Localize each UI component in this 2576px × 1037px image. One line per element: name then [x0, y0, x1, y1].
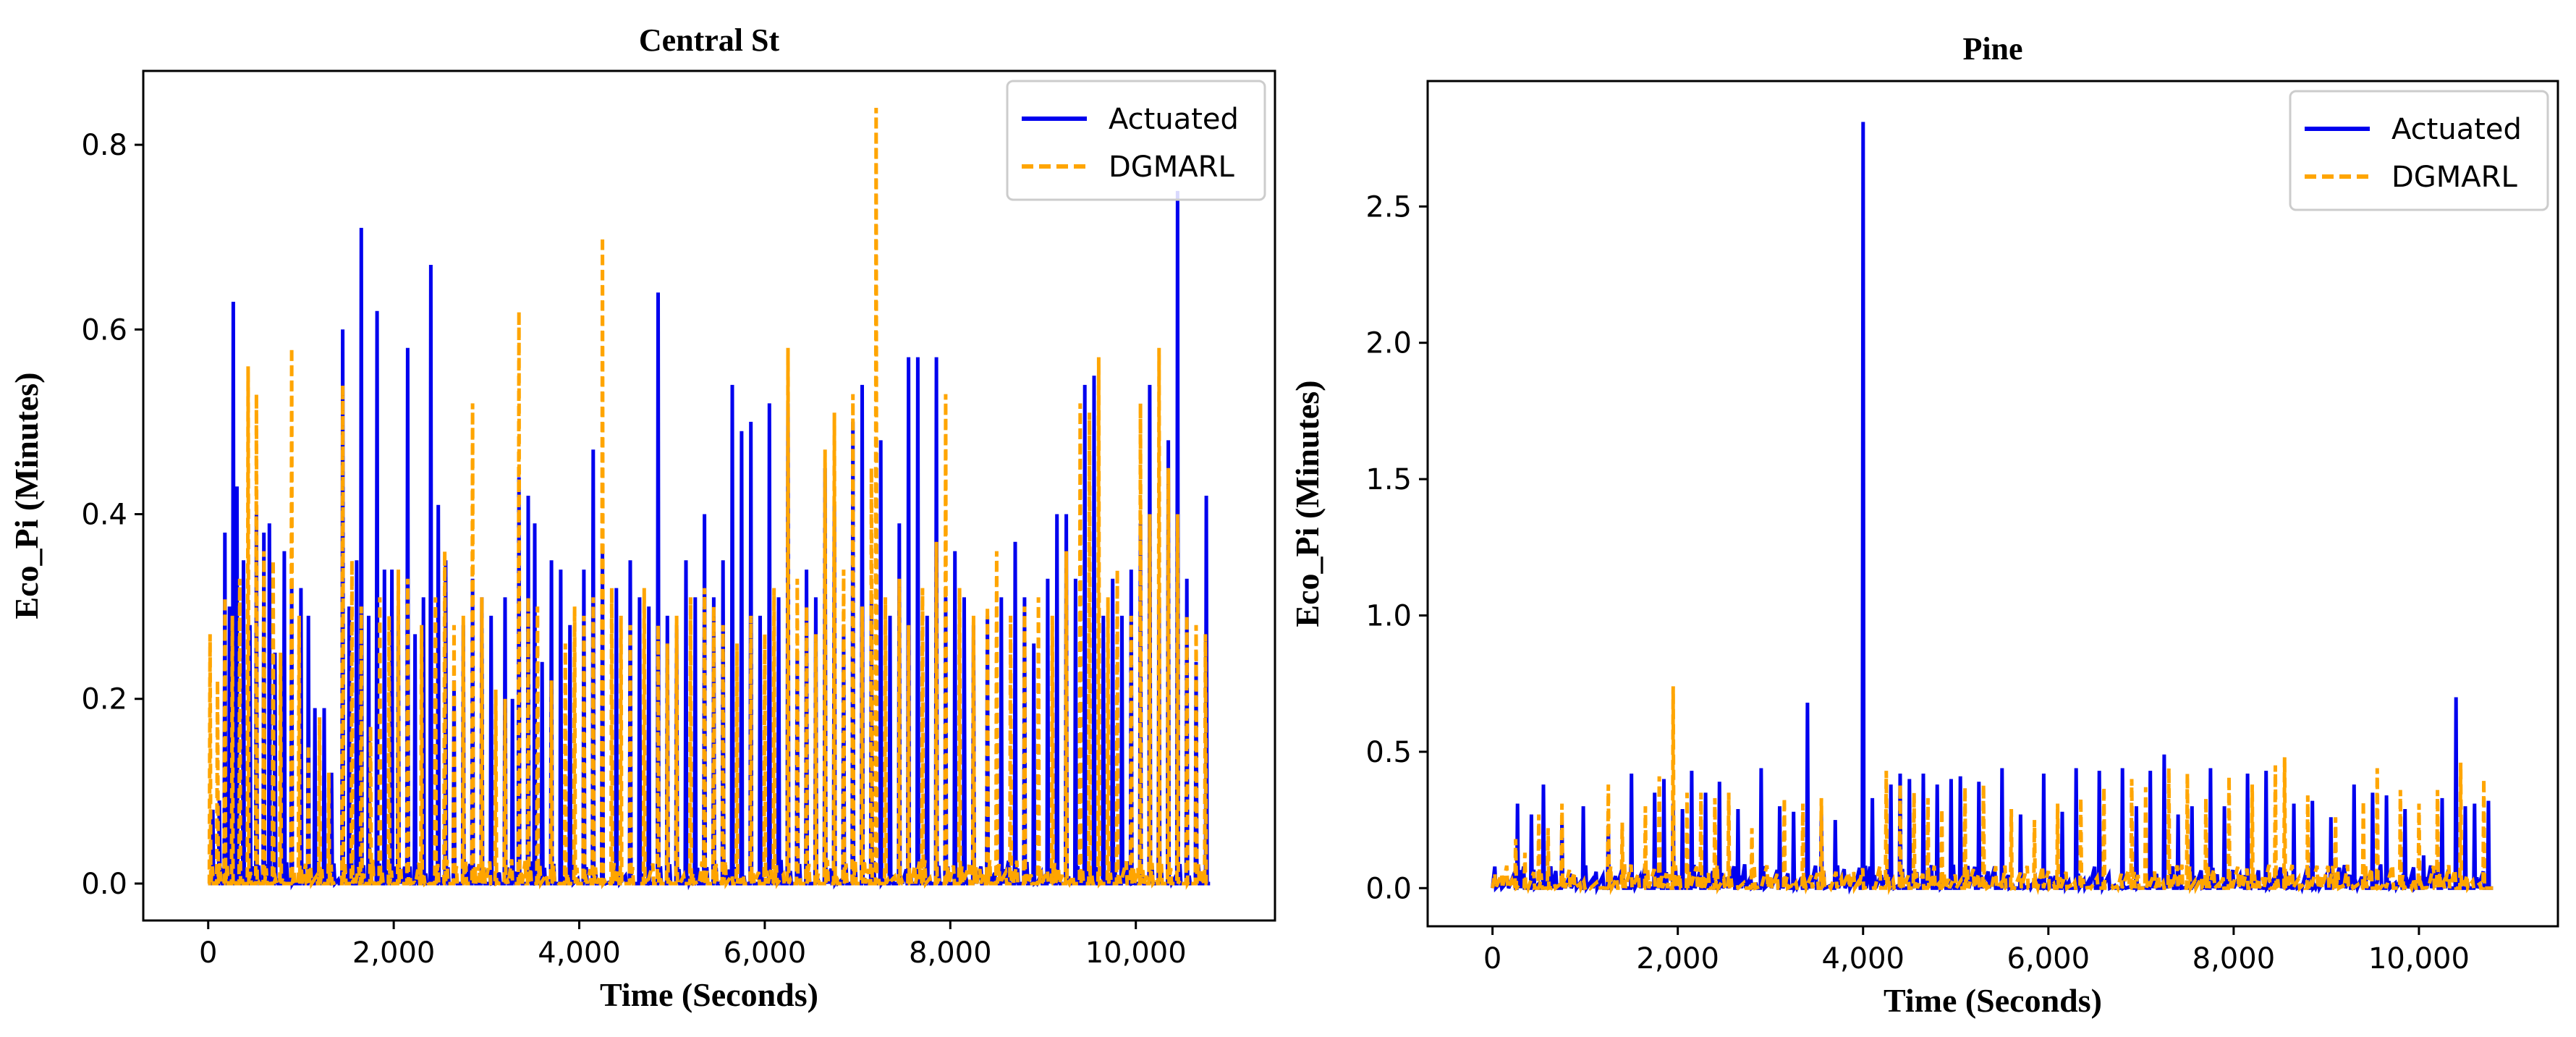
x-tick-label: 2,000: [1636, 942, 1719, 975]
legend-box: [2289, 90, 2549, 211]
chart-panel-0: Central St 0 2,000 4,000 6,000 8,000 10,000 0.0…: [8, 22, 1276, 1013]
chart-title: Pine: [1962, 31, 2022, 67]
y-tick-label: 0.8: [81, 129, 127, 162]
series-line-actuated: [1491, 122, 2494, 896]
y-tick-label: 1.5: [1365, 463, 1412, 496]
series-line-dgmarl: [207, 107, 1211, 891]
y-tick-label: 0.6: [81, 313, 127, 347]
x-tick-label: 0: [199, 936, 217, 970]
x-tick-label: 4,000: [538, 936, 621, 970]
legend-box: [1006, 80, 1266, 201]
series-dgmarl: [207, 107, 1211, 891]
legend-label-actuated: Actuated: [2391, 113, 2522, 146]
legend-label-dgmarl: DGMARL: [1109, 151, 1234, 184]
y-tick-label: 0.4: [81, 499, 127, 532]
series-line-actuated: [208, 190, 1211, 891]
series-dgmarl: [1491, 686, 2494, 896]
plot-frame: [142, 69, 1276, 922]
x-tick-label: 6,000: [724, 936, 807, 970]
y-tick-label: 0.2: [81, 683, 127, 716]
y-axis-label: Eco_Pi (Minutes): [1289, 380, 1326, 627]
y-tick-label: 0.5: [1365, 736, 1412, 769]
x-tick-label: 0: [1483, 942, 1501, 975]
y-tick-label: 0.0: [1365, 872, 1412, 905]
y-tick-label: 1.0: [1365, 599, 1412, 632]
legend: Actuated DGMARL: [2289, 90, 2549, 211]
chart-panel-1: Pine 0 2,000 4,000 6,000 8,000 10,000 0.0 0.5 1.0…: [1289, 31, 2559, 1019]
y-axis-label: Eco_Pi (Minutes): [8, 372, 45, 619]
y-tick-label: 0.0: [81, 868, 127, 901]
series-actuated: [1491, 122, 2494, 896]
x-tick-label: 10,000: [2368, 942, 2470, 975]
legend-label-actuated: Actuated: [1109, 103, 1239, 136]
y-tick-label: 2.0: [1365, 327, 1412, 360]
legend: Actuated DGMARL: [1006, 80, 1266, 201]
legend-label-dgmarl: DGMARL: [2391, 161, 2517, 194]
plot-frame: [1426, 80, 2559, 928]
x-tick-label: 8,000: [2192, 942, 2276, 975]
x-axis-label: Time (Seconds): [1884, 982, 2102, 1019]
series-line-dgmarl: [1491, 686, 2494, 896]
x-tick-label: 4,000: [1821, 942, 1905, 975]
x-tick-label: 10,000: [1085, 936, 1187, 970]
x-axis-label: Time (Seconds): [600, 976, 818, 1013]
chart-title: Central St: [639, 22, 780, 58]
x-tick-label: 8,000: [909, 936, 992, 970]
series-actuated: [208, 190, 1211, 891]
y-tick-label: 2.5: [1365, 190, 1412, 224]
x-tick-label: 2,000: [352, 936, 436, 970]
x-tick-label: 6,000: [2007, 942, 2090, 975]
